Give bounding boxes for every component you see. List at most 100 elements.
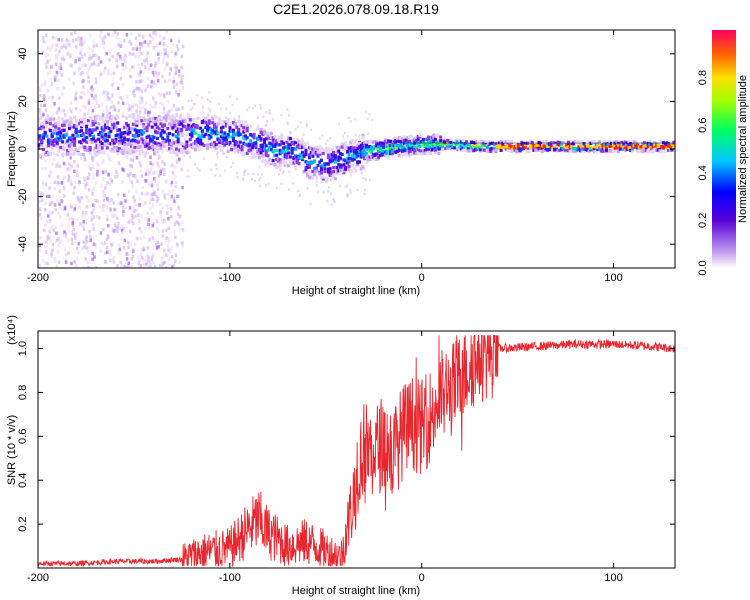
spectrogram-cell xyxy=(183,137,186,140)
spectrogram-cell xyxy=(93,139,97,143)
spectrogram-cell xyxy=(142,124,146,129)
spectrogram-cell xyxy=(387,149,391,153)
spectrogram-cell xyxy=(343,161,346,164)
spectrogram-cell xyxy=(475,147,479,151)
spectrogram-cell xyxy=(351,139,355,143)
spectrogram-cell xyxy=(611,150,615,154)
spectrogram-cell xyxy=(38,153,42,157)
spectrogram-cell xyxy=(125,266,128,268)
spectrogram-cell xyxy=(73,152,77,156)
spectrogram-cell xyxy=(257,155,261,160)
spectrogram-cell xyxy=(136,116,140,120)
spectrogram-cell xyxy=(92,121,96,126)
spectrogram-cell xyxy=(375,157,379,161)
spectrogram-cell xyxy=(235,140,239,145)
spectrogram-cell xyxy=(237,130,241,134)
spectrogram-cell xyxy=(128,148,132,152)
spectrogram-cell xyxy=(228,121,232,125)
spectrogram-cell xyxy=(333,200,336,204)
spectrogram-cell xyxy=(280,139,284,144)
spectrogram-cell xyxy=(449,147,453,151)
spectrogram-cell xyxy=(79,108,82,113)
spectrogram-cell xyxy=(153,104,157,109)
spectrogram-cell xyxy=(55,70,59,75)
spectrogram-cell xyxy=(155,136,159,141)
spectrogram-cell xyxy=(64,147,68,151)
spectrogram-cell xyxy=(587,145,591,149)
spectrogram-cell xyxy=(366,154,370,158)
spectrogram-cell xyxy=(121,124,125,128)
spectrogram-cell xyxy=(62,57,66,62)
spectrogram-cell xyxy=(193,131,197,135)
spectrogram-cell xyxy=(52,228,56,232)
spectrogram-cell xyxy=(64,120,68,124)
spectrogram-cell xyxy=(110,178,113,182)
spectrogram-cell xyxy=(148,172,151,176)
spectrogram-cell xyxy=(105,183,108,188)
spectrogram-cell xyxy=(147,118,151,122)
spectrogram-cell xyxy=(202,119,206,123)
spectrogram-cell xyxy=(169,118,173,122)
spectrogram-cell xyxy=(117,100,120,105)
spectrogram-cell xyxy=(157,114,161,119)
spectrogram-cell xyxy=(41,126,45,131)
spectrogram-cell xyxy=(211,117,215,121)
spectrogram-cell xyxy=(338,152,342,156)
spectrogram-cell xyxy=(107,141,111,146)
spectrogram-cell xyxy=(138,148,141,152)
spectrogram-cell xyxy=(428,142,432,146)
spectrogram-cell xyxy=(39,93,42,98)
spectrogram-cell xyxy=(49,144,53,148)
spectrogram-cell xyxy=(142,116,146,120)
spectrogram-cell xyxy=(570,145,574,149)
spectrogram-cell xyxy=(168,117,172,121)
spectrogram-cell xyxy=(97,122,101,126)
spectrogram-cell xyxy=(106,114,109,118)
spectrogram-cell xyxy=(156,240,159,245)
spectrogram-cell xyxy=(114,140,118,144)
spectrogram-cell xyxy=(106,199,110,203)
spectrogram-cell xyxy=(311,147,315,151)
spectrogram-cell xyxy=(68,64,72,68)
spectrogram-cell xyxy=(73,206,77,211)
spectrogram-cell xyxy=(646,145,650,149)
spectrogram-cell xyxy=(459,141,463,146)
spectrogram-cell xyxy=(263,147,267,151)
spectrogram-cell xyxy=(193,144,197,148)
spectrogram-cell xyxy=(105,120,109,124)
spectrogram-cell xyxy=(214,146,218,150)
spectrogram-cell xyxy=(259,137,263,141)
spectrogram-cell xyxy=(251,107,254,110)
spectrogram-cell xyxy=(394,143,398,147)
spectrogram-cell xyxy=(265,110,268,114)
spectrogram-cell xyxy=(459,144,463,149)
spectrogram-cell xyxy=(96,173,99,177)
spectrogram-cell xyxy=(53,78,57,82)
spectrogram-cell xyxy=(668,143,672,148)
spectrogram-cell xyxy=(311,169,315,174)
spectrogram-cell xyxy=(174,119,178,123)
spectrogram-cell xyxy=(66,139,70,143)
spectrogram-cell xyxy=(160,242,163,246)
spectrogram-cell xyxy=(70,164,73,168)
spectrogram-cell xyxy=(74,97,77,102)
spectrogram-cell xyxy=(54,137,58,142)
spectrogram-cell xyxy=(117,243,121,247)
spectrogram-cell xyxy=(630,147,634,151)
spectrogram-cell xyxy=(92,44,96,48)
spectrogram-cell xyxy=(44,250,48,254)
spectrogram-cell xyxy=(119,57,122,61)
spectrogram-cell xyxy=(368,155,372,159)
spectrogram-cell xyxy=(51,242,54,247)
spectrogram-cell xyxy=(75,264,79,268)
spectrogram-cell xyxy=(63,230,66,234)
spectrogram-cell xyxy=(69,53,73,57)
spectrogram-cell xyxy=(52,117,56,121)
spectrogram-cell xyxy=(168,257,171,261)
spectrogram-cell xyxy=(62,161,66,166)
spectrogram-cell xyxy=(111,126,115,131)
spectrogram-cell xyxy=(165,253,168,257)
spectrogram-cell xyxy=(162,55,166,59)
spectrogram-cell xyxy=(373,153,377,157)
spectrogram-cell xyxy=(257,148,261,152)
